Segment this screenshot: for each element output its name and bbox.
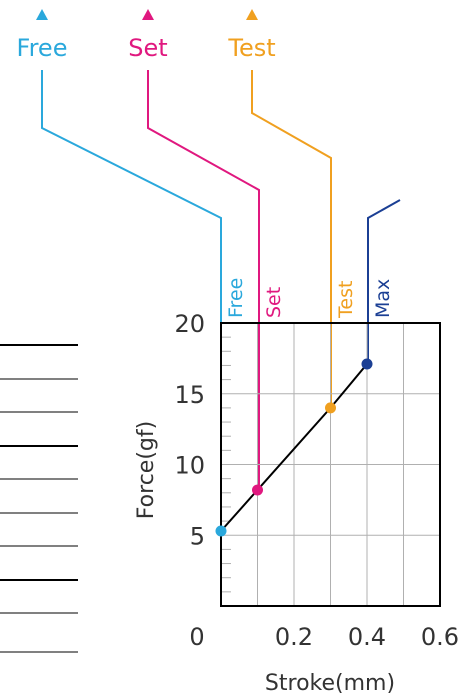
test-vertical-label: Test — [335, 281, 357, 319]
free-triangle-icon — [36, 9, 48, 20]
left-table-lines — [0, 344, 78, 653]
top-label-free-text: Free — [17, 34, 68, 62]
free-vertical-label: Free — [225, 278, 247, 318]
force-stroke-line — [220, 363, 368, 532]
y-tick-label: 5 — [190, 522, 205, 550]
point-free — [215, 525, 227, 537]
max-leader-line — [367, 199, 401, 367]
test-triangle-icon — [246, 9, 258, 20]
point-set — [252, 484, 263, 496]
top-label-set-text: Set — [128, 34, 167, 62]
top-label-free: Free — [17, 9, 68, 62]
test-leader-line — [251, 70, 332, 410]
point-test — [325, 402, 336, 414]
set-triangle-icon — [142, 9, 154, 20]
y-tick-label: 15 — [174, 381, 205, 409]
y-tick-label: 20 — [174, 310, 205, 338]
x-tick-label: 0.6 — [421, 623, 459, 651]
x-tick-label: 0 — [189, 623, 204, 651]
x-tick-label: 0.2 — [275, 623, 313, 651]
x-tick-label: 0.4 — [348, 623, 386, 651]
point-max — [361, 358, 373, 370]
plot-frame — [220, 322, 441, 607]
top-label-test-text: Test — [227, 34, 275, 62]
plot-area: 5 10 15 20 0 0.2 0.4 0.6 — [174, 310, 459, 651]
x-axis-title: Stroke(mm) — [265, 671, 395, 696]
top-label-test: Test — [227, 9, 276, 62]
y-tick-label: 10 — [174, 452, 205, 480]
y-axis-title: Force(gf) — [134, 421, 159, 519]
set-vertical-label: Set — [263, 287, 285, 318]
set-leader-line — [147, 70, 260, 494]
max-vertical-label: Max — [372, 279, 394, 318]
top-label-set: Set — [128, 9, 168, 62]
